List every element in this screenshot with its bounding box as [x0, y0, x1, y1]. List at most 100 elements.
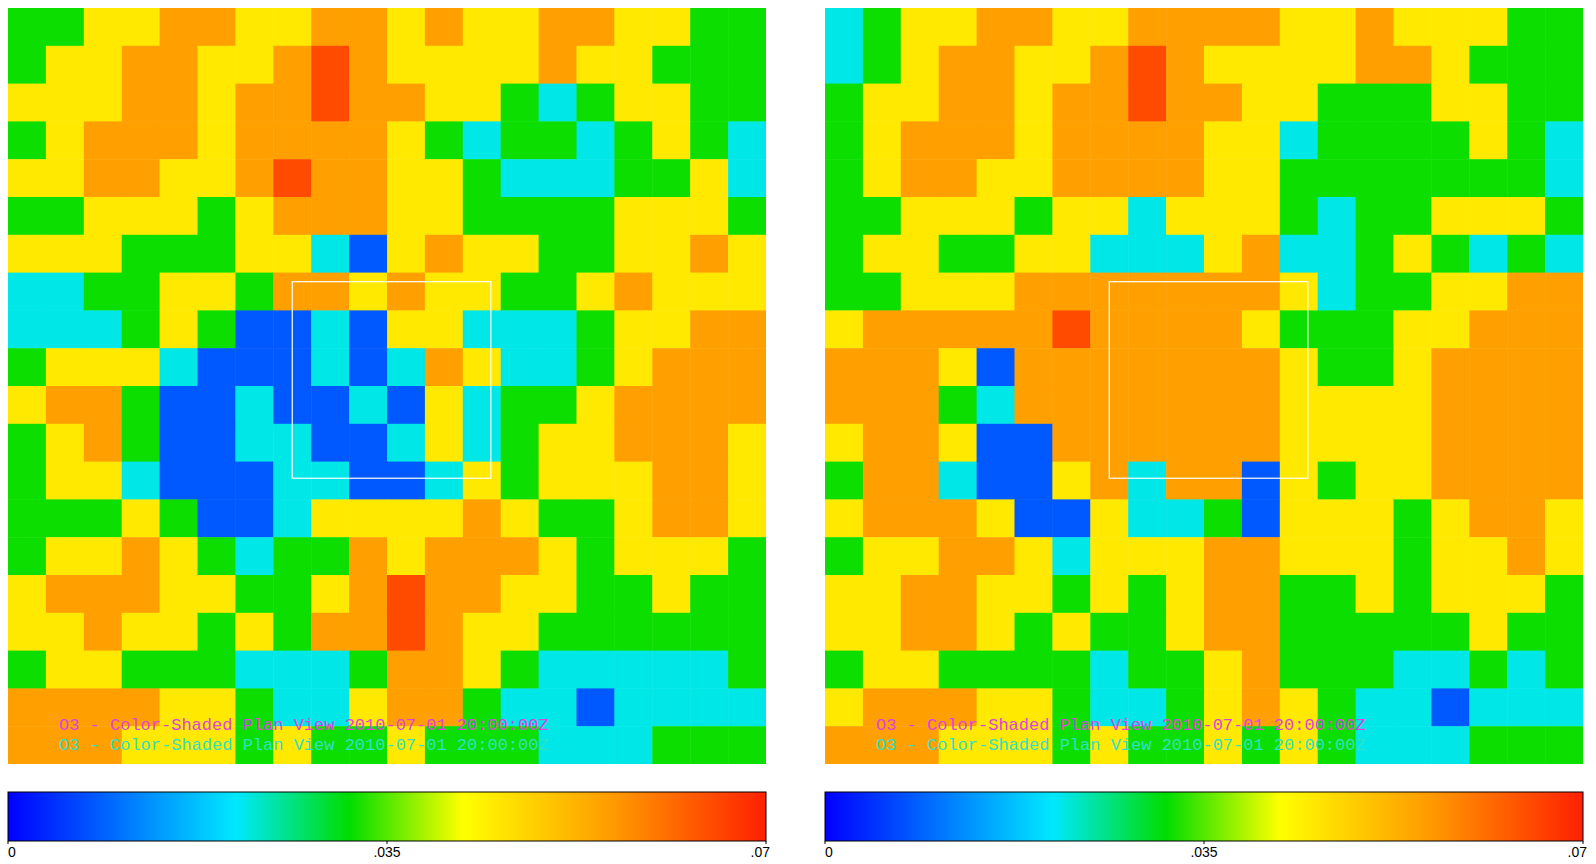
cell — [614, 273, 652, 311]
cell — [46, 386, 84, 424]
cell — [387, 46, 425, 84]
cell — [901, 84, 939, 122]
cell — [577, 84, 615, 122]
cell — [1318, 348, 1356, 386]
cell — [160, 197, 198, 235]
cell — [425, 424, 463, 462]
cell — [1280, 575, 1318, 613]
cell — [652, 575, 690, 613]
cell — [235, 159, 273, 197]
cell — [349, 537, 387, 575]
cell — [1204, 575, 1242, 613]
cell — [652, 159, 690, 197]
cell — [1318, 197, 1356, 235]
cell — [235, 273, 273, 311]
annotation: O3 - Color-Shaded Plan View 2010-07-01 2… — [59, 736, 549, 755]
cell — [1280, 310, 1318, 348]
cell — [539, 121, 577, 159]
cell — [614, 613, 652, 651]
cell — [387, 348, 425, 386]
cell — [1507, 235, 1545, 273]
cell — [614, 8, 652, 46]
cell — [1431, 462, 1469, 500]
cell — [1394, 159, 1432, 197]
cell — [311, 462, 349, 500]
cell — [825, 273, 863, 311]
cell — [235, 575, 273, 613]
cell — [501, 651, 539, 689]
cell — [425, 651, 463, 689]
cell — [46, 575, 84, 613]
cell — [1204, 613, 1242, 651]
cell — [977, 8, 1015, 46]
cell — [539, 84, 577, 122]
cell — [690, 235, 728, 273]
cell — [501, 462, 539, 500]
colorbar-tick-label: .07 — [1568, 844, 1588, 860]
cell — [577, 651, 615, 689]
cell — [46, 273, 84, 311]
cell — [311, 348, 349, 386]
cell — [122, 273, 160, 311]
cell — [1242, 310, 1280, 348]
cell — [273, 537, 311, 575]
cell — [1545, 575, 1583, 613]
cell — [1015, 310, 1053, 348]
cell — [825, 235, 863, 273]
cell — [1469, 235, 1507, 273]
cell — [273, 197, 311, 235]
cell — [8, 537, 46, 575]
cell — [539, 537, 577, 575]
cell — [1128, 651, 1166, 689]
cell — [977, 46, 1015, 84]
cell — [1204, 235, 1242, 273]
cell — [501, 46, 539, 84]
cell — [652, 8, 690, 46]
cell — [122, 537, 160, 575]
cell — [1280, 537, 1318, 575]
cell — [463, 424, 501, 462]
cell — [273, 235, 311, 273]
cell — [1052, 121, 1090, 159]
cell — [1507, 726, 1545, 764]
cell — [1394, 121, 1432, 159]
cell — [863, 537, 901, 575]
cell — [825, 310, 863, 348]
cell — [977, 197, 1015, 235]
cell — [577, 235, 615, 273]
cell — [463, 235, 501, 273]
cell — [939, 310, 977, 348]
cell — [1545, 424, 1583, 462]
cell — [1431, 726, 1469, 764]
cell — [8, 462, 46, 500]
cell — [501, 8, 539, 46]
cell — [1242, 121, 1280, 159]
cell — [425, 462, 463, 500]
cell — [977, 235, 1015, 273]
cell — [501, 273, 539, 311]
cell — [160, 575, 198, 613]
cell — [235, 424, 273, 462]
cell — [1356, 84, 1394, 122]
cell — [122, 310, 160, 348]
cell — [690, 386, 728, 424]
cell — [387, 8, 425, 46]
cell — [160, 462, 198, 500]
cell — [160, 613, 198, 651]
cell — [1431, 575, 1469, 613]
cell — [577, 688, 615, 726]
cell — [690, 197, 728, 235]
cell — [1242, 462, 1280, 500]
cell — [198, 159, 236, 197]
cell — [863, 159, 901, 197]
cell — [539, 310, 577, 348]
cell — [84, 386, 122, 424]
cell — [501, 424, 539, 462]
cell — [1394, 348, 1432, 386]
cell — [1128, 121, 1166, 159]
cell — [1280, 462, 1318, 500]
cell — [8, 121, 46, 159]
cell — [1394, 499, 1432, 537]
cell — [863, 462, 901, 500]
cell — [1015, 386, 1053, 424]
